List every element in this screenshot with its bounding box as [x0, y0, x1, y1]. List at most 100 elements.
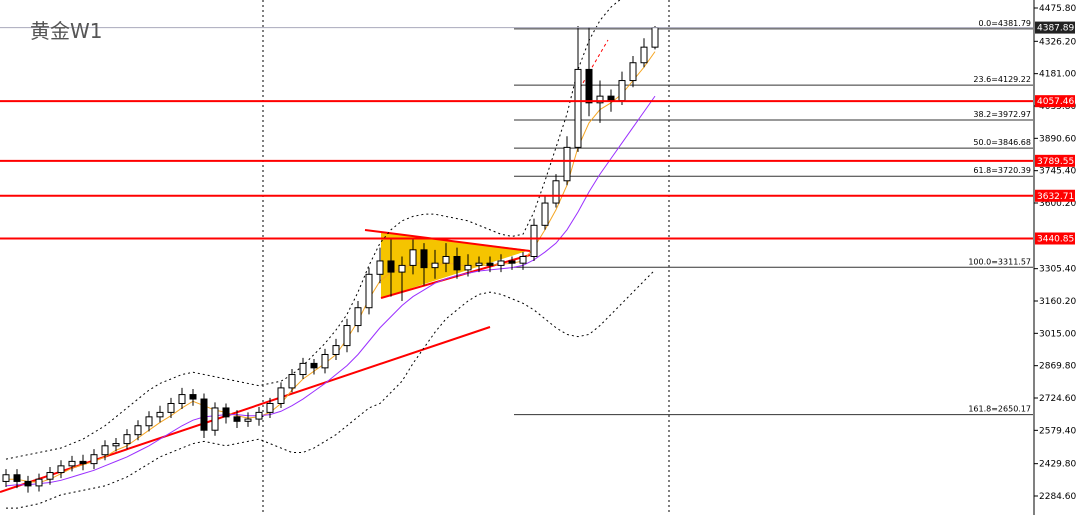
candle-body: [387, 260, 395, 273]
candle-body: [233, 416, 241, 422]
y-tick-label: 2869.80: [1039, 362, 1076, 372]
candle-body: [442, 255, 450, 264]
candle-body: [541, 202, 549, 226]
level-label: 3632.71: [1037, 192, 1074, 202]
candle-body: [46, 472, 54, 480]
candle-body: [2, 474, 10, 482]
y-tick-label: 2579.40: [1039, 426, 1076, 436]
level-label: 4057.46: [1037, 97, 1074, 107]
candle-body: [486, 262, 494, 266]
candle-body: [365, 273, 373, 309]
trend-line: [0, 326, 491, 493]
candle-body: [618, 80, 626, 102]
y-tick-label: 3745.40: [1039, 167, 1076, 177]
candle-body: [90, 454, 98, 465]
current-price-label: 4387.89: [1037, 24, 1074, 34]
candle-body: [79, 460, 87, 465]
candle-body: [244, 418, 252, 422]
candle-body: [310, 362, 318, 369]
level-label: 3440.85: [1037, 234, 1074, 244]
indicator-line: [6, 51, 656, 484]
candle-body: [574, 68, 582, 148]
fib-label: 50.0=3846.68: [973, 138, 1031, 147]
candle-body: [409, 249, 417, 266]
candle-body: [156, 411, 164, 418]
candle-body: [519, 255, 527, 264]
candle-body: [222, 407, 230, 418]
candle-body: [145, 416, 153, 427]
candle-body: [112, 443, 120, 447]
candle-body: [332, 345, 340, 355]
candle-body: [123, 434, 131, 445]
candle-body: [255, 411, 263, 420]
candle-body: [530, 224, 538, 257]
candle-body: [629, 62, 637, 82]
candle-body: [167, 402, 175, 413]
candle-body: [321, 353, 329, 369]
fib-label: 61.8=3720.39: [973, 166, 1031, 175]
candle-body: [563, 146, 571, 182]
y-tick-label: 3890.60: [1039, 134, 1076, 144]
candle-body: [134, 425, 142, 436]
candle-body: [343, 325, 351, 347]
y-tick-label: 2284.60: [1039, 492, 1076, 502]
level-label: 3789.55: [1037, 157, 1074, 167]
current-price-box: [1035, 21, 1075, 34]
indicator-line: [6, 269, 656, 509]
level-label-box: [1035, 189, 1075, 202]
level-label-box: [1035, 95, 1075, 108]
candle-body: [398, 264, 406, 273]
y-tick-label: 2429.80: [1039, 460, 1076, 470]
candle-body: [57, 465, 65, 474]
candle-body: [200, 398, 208, 431]
candle-body: [640, 46, 648, 64]
candle-body: [211, 407, 219, 431]
y-tick-label: 4181.00: [1039, 70, 1076, 80]
candle-body: [266, 402, 274, 413]
candle-body: [354, 307, 362, 327]
y-tick-label: 3600.20: [1039, 199, 1076, 209]
indicator-line: [5, 95, 656, 487]
fib-label: 23.6=4129.22: [973, 75, 1031, 84]
candle-body: [431, 262, 439, 269]
candle-body: [453, 255, 461, 271]
candle-body: [420, 249, 428, 269]
fib-label: 0.0=4381.79: [978, 19, 1031, 28]
fib-label: 38.2=3972.97: [973, 110, 1031, 119]
level-label-box: [1035, 154, 1075, 167]
y-tick-label: 3015.00: [1039, 329, 1076, 339]
plot-area: [0, 0, 1033, 515]
trend-line: [364, 229, 531, 252]
y-tick-label: 3305.40: [1039, 265, 1076, 275]
candle-body: [552, 180, 560, 204]
candle-body: [596, 95, 604, 104]
candle-body: [13, 474, 21, 482]
fib-label: 161.8=2650.17: [968, 405, 1031, 414]
level-label-box: [1035, 232, 1075, 245]
y-tick-label: 3160.20: [1039, 297, 1076, 307]
candle-body: [178, 394, 186, 404]
y-tick-label: 4475.80: [1039, 4, 1076, 14]
candle-body: [277, 387, 285, 404]
candle-body: [585, 68, 593, 104]
candle-body: [189, 394, 197, 400]
y-tick-label: 4326.20: [1039, 37, 1076, 47]
candle-body: [35, 478, 43, 487]
candle-body: [607, 95, 615, 102]
indicator-line: [5, 0, 621, 460]
candle-body: [376, 260, 384, 275]
candle-body: [497, 260, 505, 266]
chart-title: 黄金W1: [30, 19, 103, 43]
trend-line: [380, 254, 531, 299]
y-tick-label: 2724.60: [1039, 394, 1076, 404]
candle-body: [101, 445, 109, 456]
fib-label: 100.0=3311.57: [968, 257, 1031, 266]
candle-body: [464, 264, 472, 271]
candle-body: [68, 460, 76, 467]
candle-body: [288, 374, 296, 389]
candle-body: [299, 362, 307, 376]
candle-body: [475, 262, 483, 266]
